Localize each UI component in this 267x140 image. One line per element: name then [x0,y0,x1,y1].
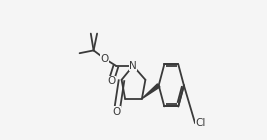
Text: Cl: Cl [195,118,206,128]
Polygon shape [142,84,160,99]
Text: O: O [113,107,121,117]
Text: O: O [107,76,115,86]
Text: N: N [129,61,137,71]
Text: O: O [101,54,109,64]
